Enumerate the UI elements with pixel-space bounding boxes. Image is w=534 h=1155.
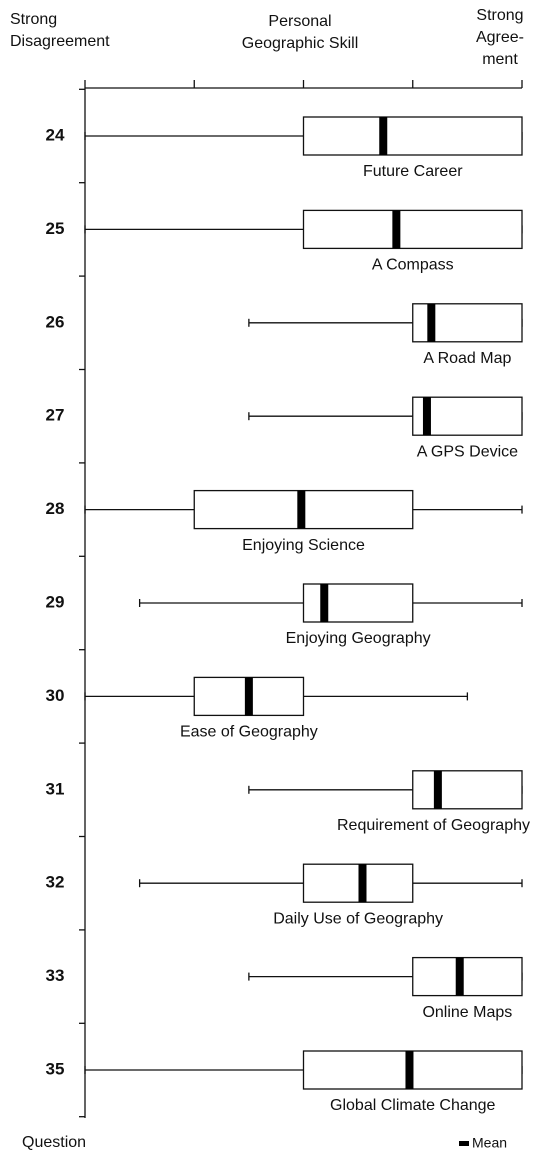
category-label cat: 27 — [46, 406, 65, 425]
box-label: A GPS Device — [417, 443, 518, 460]
category-label cat: 25 — [46, 219, 65, 238]
box — [302, 116, 523, 156]
box-label: A Compass — [372, 257, 454, 274]
box-label: Daily Use of Geography — [273, 910, 443, 927]
category-label cat: 26 — [46, 312, 65, 331]
box-label: Online Maps — [422, 1004, 512, 1021]
category-label cat: 31 — [46, 779, 65, 798]
box-label: Global Climate Change — [330, 1097, 496, 1114]
category-label cat: 28 — [46, 499, 65, 518]
mean-marker — [433, 770, 442, 809]
mean-marker — [320, 584, 329, 622]
category-label cat: 30 — [46, 686, 65, 705]
box — [302, 583, 414, 623]
category-label cat: 35 — [46, 1059, 65, 1078]
box-label: Enjoying Geography — [286, 630, 431, 647]
box — [412, 396, 523, 436]
legend-label: Mean — [472, 1135, 507, 1151]
box-label: Ease of Geography — [180, 724, 318, 741]
header-left: Strong — [10, 11, 57, 28]
header-right: ment — [482, 51, 518, 68]
mean-marker — [392, 210, 401, 249]
box-label: Future Career — [363, 163, 463, 180]
category-label cat: 24 — [46, 125, 65, 144]
legend-swatch — [459, 1141, 469, 1146]
mean-marker — [379, 117, 388, 155]
mean-marker — [405, 1051, 414, 1089]
box-label: A Road Map — [423, 350, 511, 367]
mean-marker — [427, 303, 436, 342]
header-left: Disagreement — [10, 33, 110, 50]
box — [302, 209, 523, 250]
mean-marker — [297, 490, 306, 529]
box-label: Enjoying Science — [242, 537, 365, 554]
header-right: Agree- — [476, 29, 524, 46]
header-right: Strong — [476, 7, 523, 24]
mean-marker — [422, 397, 431, 436]
header-center: Geographic Skill — [242, 35, 359, 52]
mean-marker — [244, 677, 253, 716]
box — [302, 863, 414, 903]
box — [412, 956, 523, 997]
mean-marker — [358, 864, 367, 903]
box-label: Requirement of Geography — [337, 817, 530, 834]
box — [412, 770, 523, 810]
mean-marker — [455, 957, 464, 996]
y-axis-label: Question — [22, 1134, 86, 1151]
category-label cat: 29 — [46, 592, 65, 611]
category-label cat: 33 — [46, 966, 65, 985]
category-label cat: 32 — [46, 873, 65, 892]
header-center: Personal — [268, 13, 331, 30]
